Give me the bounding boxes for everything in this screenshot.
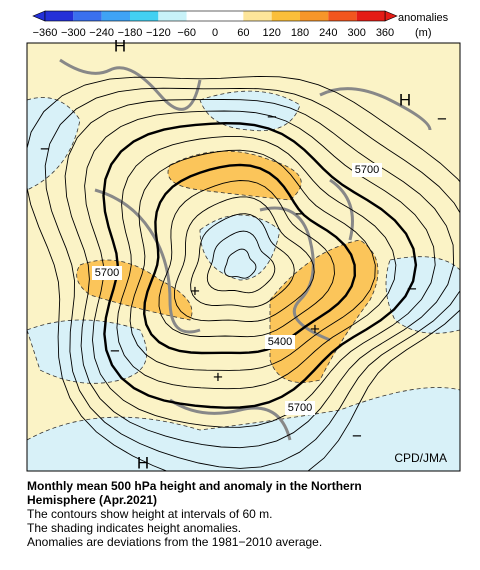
colorbar-tick-label: 60 <box>237 27 249 39</box>
height-contour <box>102 121 418 409</box>
contour-label: 5700 <box>288 402 312 414</box>
colorbar-tick-label: −300 <box>61 27 86 39</box>
height-contour <box>206 230 276 294</box>
height-contour <box>116 135 397 390</box>
caption-line: The shading indicates height anomalies. <box>27 521 241 535</box>
caption-title: Monthly mean 500 hPa height and anomaly … <box>27 479 362 493</box>
colorbar-tick-label: −360 <box>33 27 58 39</box>
colorbar-end <box>32 10 46 22</box>
caption-line: Anomalies are deviations from the 1981−2… <box>27 535 322 549</box>
contour-label: 5700 <box>95 267 119 279</box>
colorbar-frame <box>44 10 386 22</box>
colorbar-swatch <box>271 11 300 21</box>
contour-labels: 5700 5700 5400 5700 <box>92 163 382 415</box>
colorbar-swatch <box>101 11 130 21</box>
plus-marker: + <box>190 281 200 300</box>
height-contour <box>224 248 257 279</box>
high-marker: H <box>114 36 126 55</box>
colorbar-tick-label: 0 <box>212 27 218 39</box>
contour-label: 5400 <box>268 336 292 348</box>
colorbar-end <box>384 10 398 22</box>
colorbar-tick-label: 300 <box>347 27 365 39</box>
height-contour <box>174 196 315 322</box>
minus-marker: − <box>267 107 277 126</box>
colorbar-swatch <box>300 11 329 21</box>
colorbar-tick-label: −240 <box>89 27 114 39</box>
map <box>27 43 460 471</box>
caption-line: The contours show height at intervals of… <box>27 507 272 521</box>
colorbar-tick-label: 120 <box>262 27 280 39</box>
colorbar-label: anomalies <box>398 12 449 24</box>
minus-marker: − <box>40 139 50 158</box>
caption-title: Hemisphere (Apr.2021) <box>27 493 157 507</box>
height-contour <box>44 87 460 469</box>
minus-marker: − <box>352 426 362 445</box>
colorbar-swatch <box>215 11 244 21</box>
colorbar-swatch <box>130 11 159 21</box>
colorbar-swatch <box>45 11 74 21</box>
colorbar-swatch <box>186 11 215 21</box>
colorbar-tick-label: 360 <box>376 27 394 39</box>
plus-marker: + <box>310 319 320 338</box>
colorbar-tick-label: 240 <box>319 27 337 39</box>
colorbar-tick-label: −180 <box>118 27 143 39</box>
minus-marker: − <box>295 204 305 223</box>
colorbar: −360 −300 −240 −180 −120 −60 0 60 120 180 240 300 36… <box>32 10 398 39</box>
minus-marker: − <box>437 109 447 128</box>
colorbar-swatch <box>73 11 102 21</box>
colorbar-tick-label: 180 <box>291 27 309 39</box>
height-contour <box>27 75 460 471</box>
height-contour <box>158 180 335 338</box>
colorbar-tick-label: −120 <box>146 27 171 39</box>
high-marker: H <box>137 453 149 472</box>
height-contour <box>64 99 455 449</box>
height-contour <box>190 213 295 308</box>
colorbar-swatch <box>356 11 385 21</box>
map-frame <box>26 42 461 472</box>
minus-marker: − <box>407 279 417 298</box>
contour-label: 5700 <box>355 164 379 176</box>
high-marker: H <box>399 90 411 109</box>
height-contour <box>129 149 376 371</box>
colorbar-swatch <box>328 11 357 21</box>
plus-marker: + <box>213 367 223 386</box>
minus-marker: − <box>110 341 120 360</box>
credit: CPD/JMA <box>394 451 447 465</box>
colorbar-tick-label: −60 <box>177 27 196 39</box>
colorbar-swatch <box>243 11 272 21</box>
height-contour <box>84 110 436 428</box>
colorbar-unit: (m) <box>415 27 432 39</box>
colorbar-swatch <box>158 11 187 21</box>
